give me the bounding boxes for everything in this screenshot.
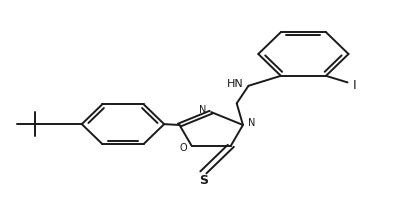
Text: N: N	[248, 118, 255, 128]
Text: I: I	[353, 79, 356, 92]
Text: HN: HN	[226, 79, 243, 89]
Text: O: O	[179, 143, 187, 153]
Text: S: S	[199, 174, 208, 186]
Text: N: N	[199, 105, 206, 115]
